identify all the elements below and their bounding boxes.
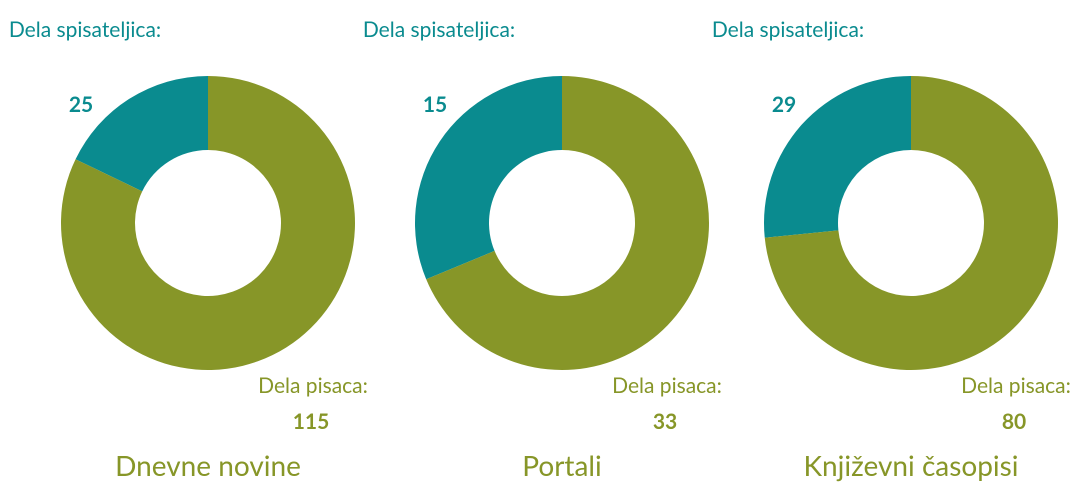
category-label: Dela pisaca: [612,373,722,398]
category-label: Dela pisaca: [258,373,368,398]
donut-segment [764,75,911,238]
chart-title: Portali [522,448,602,482]
donut-segment [75,76,208,192]
category-label: Dela spisateljica: [711,17,865,42]
chart-title: Dnevne novine [115,448,301,482]
value-label: 15 [422,92,448,117]
donut-segment [764,76,1058,370]
donut-segment [426,76,710,370]
value-label: 33 [652,409,678,434]
category-label: Dela pisaca: [961,373,1071,398]
value-label: 25 [68,92,94,117]
value-label: 115 [292,409,330,434]
chart-title: Književni časopisi [803,448,1019,482]
category-label: Dela spisateljica: [8,17,162,42]
category-label: Dela spisateljica: [362,17,516,42]
value-label: 29 [771,92,797,117]
donut-segment [415,76,562,280]
value-label: 80 [1001,409,1027,434]
donut-segment [61,76,356,371]
